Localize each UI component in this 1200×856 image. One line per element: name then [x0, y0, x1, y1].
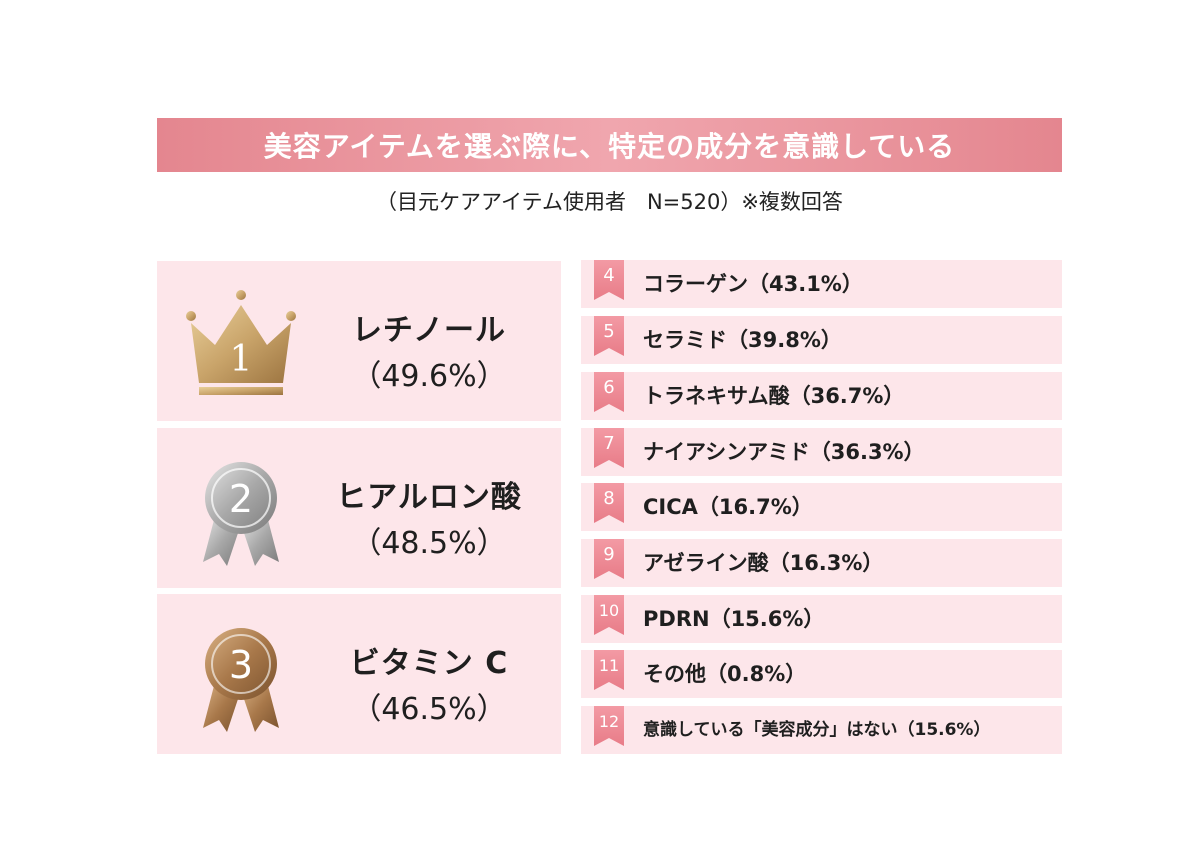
rank-badge: 12 — [594, 706, 624, 746]
rank-badge: 8 — [594, 483, 624, 523]
chart-subtitle: （目元ケアアイテム使用者 N=520）※複数回答 — [376, 190, 843, 214]
rank-3-card: 3 ビタミン C （46.5%） — [157, 594, 561, 754]
rank-3-number: 3 — [229, 643, 253, 687]
rank-row-11: 11 その他（0.8%） — [581, 650, 1062, 698]
rank-badge: 4 — [594, 260, 624, 300]
rank-3-name: ビタミン C — [349, 646, 509, 681]
rank-1-percent: （49.6%） — [351, 359, 507, 394]
rank-label: PDRN（15.6%） — [643, 607, 825, 631]
rank-row-5: 5 セラミド（39.8%） — [581, 316, 1062, 364]
rank-row-4: 4 コラーゲン（43.1%） — [581, 260, 1062, 308]
rank-row-12: 12 意識している「美容成分」はない（15.6%） — [581, 706, 1062, 754]
rank-label: 意識している「美容成分」はない（15.6%） — [643, 720, 991, 740]
rank-badge: 7 — [594, 428, 624, 468]
rank-2-percent: （48.5%） — [351, 526, 507, 561]
rank-badge: 11 — [594, 650, 624, 690]
silver-medal-icon: 2 — [203, 462, 279, 566]
rank-row-10: 10 PDRN（15.6%） — [581, 595, 1062, 643]
rank-badge: 6 — [594, 372, 624, 412]
rank-1-number: 1 — [230, 339, 253, 380]
rank-row-9: 9 アゼライン酸（16.3%） — [581, 539, 1062, 587]
rank-row-8: 8 CICA（16.7%） — [581, 483, 1062, 531]
rank-2-number: 2 — [229, 477, 253, 521]
rank-label: トラネキサム酸（36.7%） — [643, 384, 905, 408]
crown-icon: 1 — [186, 290, 296, 395]
chart-title: 美容アイテムを選ぶ際に、特定の成分を意識している — [157, 118, 1062, 172]
rank-label: セラミド（39.8%） — [643, 328, 842, 352]
rank-badge: 9 — [594, 539, 624, 579]
rank-2-card: 2 ヒアルロン酸 （48.5%） — [157, 428, 561, 588]
rank-badge: 5 — [594, 316, 624, 356]
rank-label: アゼライン酸（16.3%） — [643, 551, 884, 575]
rank-label: その他（0.8%） — [643, 662, 807, 686]
rank-1-name: レチノール — [351, 313, 507, 348]
rank-label: ナイアシンアミド（36.3%） — [643, 440, 925, 464]
rank-row-6: 6 トラネキサム酸（36.7%） — [581, 372, 1062, 420]
rank-row-7: 7 ナイアシンアミド（36.3%） — [581, 428, 1062, 476]
rank-badge: 10 — [594, 595, 624, 635]
rank-label: CICA（16.7%） — [643, 495, 813, 519]
rank-3-percent: （46.5%） — [351, 692, 507, 727]
rank-2-name: ヒアルロン酸 — [336, 480, 522, 515]
rank-1-card: 1 レチノール （49.6%） — [157, 261, 561, 421]
rank-label: コラーゲン（43.1%） — [643, 272, 863, 296]
bronze-medal-icon: 3 — [203, 628, 279, 732]
